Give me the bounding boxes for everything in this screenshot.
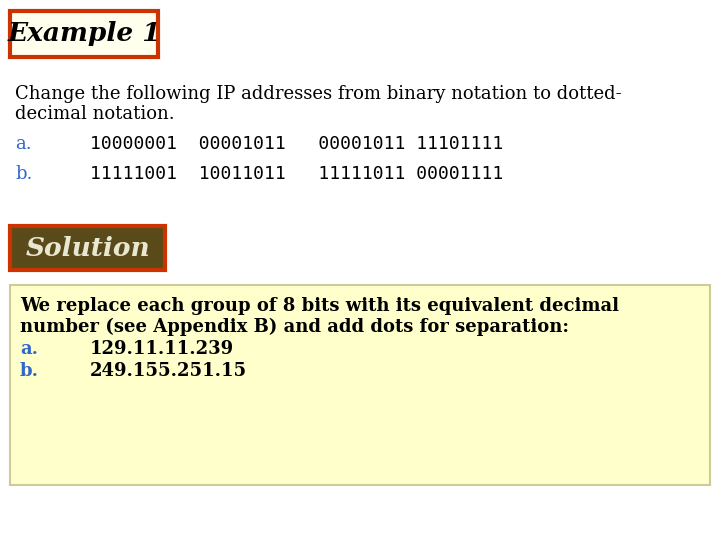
Text: 129.11.11.239: 129.11.11.239 [90, 340, 234, 358]
FancyBboxPatch shape [10, 226, 165, 270]
Text: Change the following IP addresses from binary notation to dotted-: Change the following IP addresses from b… [15, 85, 621, 103]
Text: Solution: Solution [25, 235, 150, 260]
Text: We replace each group of 8 bits with its equivalent decimal: We replace each group of 8 bits with its… [20, 297, 619, 315]
Text: b.: b. [20, 362, 39, 380]
Text: 11111001  10011011   11111011 00001111: 11111001 10011011 11111011 00001111 [90, 165, 503, 183]
Text: b.: b. [15, 165, 32, 183]
FancyBboxPatch shape [10, 285, 710, 485]
Text: number (see Appendix B) and add dots for separation:: number (see Appendix B) and add dots for… [20, 318, 569, 336]
Text: a.: a. [20, 340, 38, 358]
Text: 249.155.251.15: 249.155.251.15 [90, 362, 247, 380]
Text: Example 1: Example 1 [7, 22, 161, 46]
Text: decimal notation.: decimal notation. [15, 105, 175, 123]
Text: a.: a. [15, 135, 32, 153]
Text: 10000001  00001011   00001011 11101111: 10000001 00001011 00001011 11101111 [90, 135, 503, 153]
FancyBboxPatch shape [10, 11, 158, 57]
